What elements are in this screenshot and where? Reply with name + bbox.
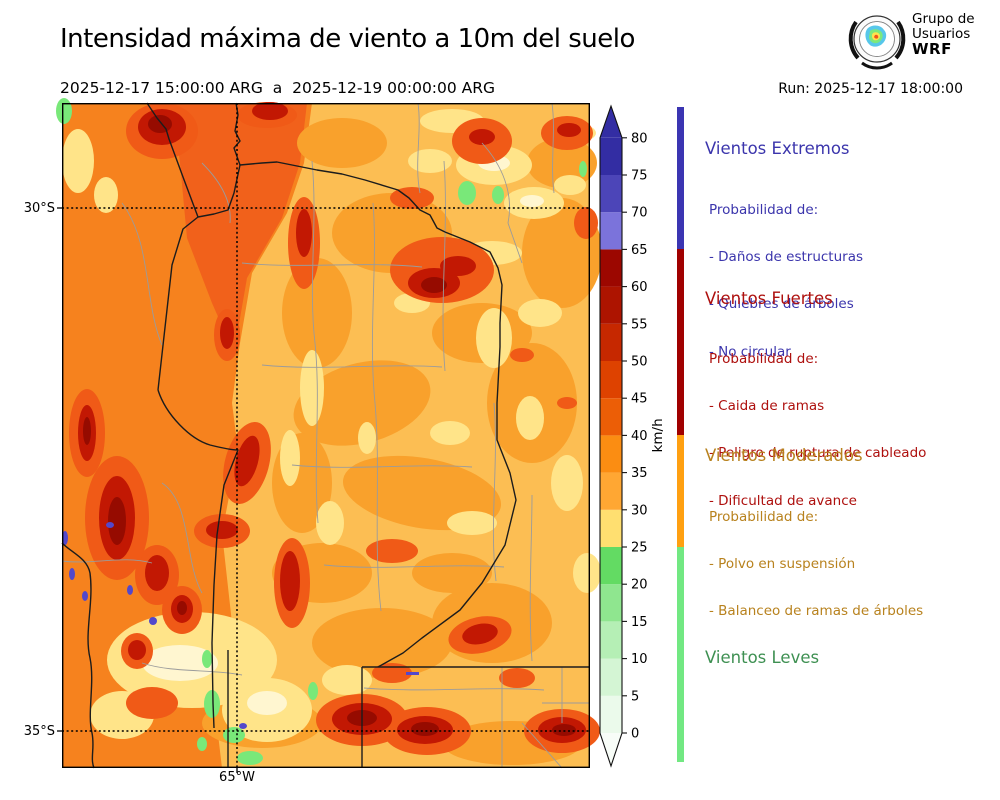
colorbar-tick-label: 15 <box>631 615 648 630</box>
legend-title-extremos: Vientos Extremos <box>705 139 850 158</box>
colorbar-tick-label: 45 <box>631 392 648 407</box>
logo-radar-blob-red <box>874 34 879 39</box>
colorbar-tick-label: 75 <box>631 169 648 184</box>
legend-item: Probabilidad de: <box>709 508 819 525</box>
legend-item: - Dificultad de avance <box>709 492 857 509</box>
wind-field-wash <box>62 103 312 768</box>
page-title: Intensidad máxima de viento a 10m del su… <box>60 24 635 54</box>
lat-tick-30s: 30°S <box>23 201 55 216</box>
axis-ticks <box>57 207 238 773</box>
wrf-users-group-logo: Grupo de Usuarios WRF <box>846 6 996 72</box>
colorbar-segment <box>600 212 622 250</box>
legend-item: - Daños de estructuras <box>709 248 864 265</box>
legend-title-leves: Vientos Leves <box>705 648 820 667</box>
legend-item: - Caida de ramas <box>709 397 825 414</box>
colorbar-arrow-top <box>600 106 622 138</box>
colorbar-tick-label: 70 <box>631 206 648 221</box>
colorbar-segment <box>600 584 622 622</box>
legend-items-fuertes: Probabilidad de: - Caida de ramas - Peli… <box>709 320 926 525</box>
colorbar-segment <box>600 398 622 436</box>
province-borders <box>61 102 590 769</box>
logo-line-wrf: WRF <box>912 40 952 58</box>
colorbar-tick-label: 40 <box>631 429 648 444</box>
wind-field-calm <box>142 155 544 715</box>
department-borders <box>61 102 590 769</box>
legend-items-moderados: Probabilidad de: - Polvo en suspensión -… <box>709 478 923 636</box>
logo-text: Grupo de Usuarios WRF <box>912 12 975 57</box>
colorbar-segment <box>600 435 622 473</box>
lon-tick-65w: 65°W <box>219 770 255 785</box>
colorbar-segment <box>600 695 622 733</box>
colorbar-tick-label: 25 <box>631 541 648 556</box>
legend-bar-segment <box>677 435 684 547</box>
colorbar-tick-label: 60 <box>631 280 648 295</box>
legend-title-moderados: Vientos Moderados <box>705 446 863 465</box>
colorbar-segment <box>600 175 622 213</box>
colorbar-tick-label: 30 <box>631 503 648 518</box>
wind-field-light <box>62 109 601 742</box>
colorbar-tick-label: 55 <box>631 317 648 332</box>
legend-category-bar <box>677 0 684 800</box>
legend-bar-segment <box>677 249 684 436</box>
colorbar-unit-label: km/h <box>650 418 666 452</box>
colorbar-segment <box>600 286 622 324</box>
model-run-label: Run: 2025-12-17 18:00:00 <box>778 81 963 97</box>
legend-item: Probabilidad de: <box>709 350 819 367</box>
legend-item: - Peligro de ruptura de cableado <box>709 445 927 462</box>
logo-line-1: Grupo de <box>912 11 975 27</box>
colorbar-arrow-bottom <box>600 733 622 766</box>
map-frame <box>61 102 590 768</box>
colorbar-segment <box>600 509 622 547</box>
colorbar-tick-label: 0 <box>631 727 639 742</box>
colorbar-segment <box>600 249 622 287</box>
colorbar-tick-label: 65 <box>631 243 648 258</box>
legend-item: Probabilidad de: <box>709 201 819 218</box>
wind-field-leves-patches <box>56 98 587 765</box>
colorbar-segment <box>600 621 622 659</box>
wrf-logo-emblem <box>848 15 906 70</box>
legend-items-extremos: Probabilidad de: - Daños de estructuras … <box>709 171 863 376</box>
legend-item: - Balanceo de ramas de árboles <box>709 603 924 620</box>
wind-field-severe <box>78 102 586 744</box>
colorbar-tick-label: 20 <box>631 578 648 593</box>
colorbar-segment <box>600 323 622 361</box>
wind-map <box>56 98 602 773</box>
graticule-lines <box>62 103 590 768</box>
colorbar-tick-label: 50 <box>631 355 648 370</box>
legend-title-fuertes: Vientos Fuertes <box>705 289 833 308</box>
colorbar-segment <box>600 658 622 696</box>
colorbar-tick-label: 35 <box>631 466 648 481</box>
colorbar-tick-label: 5 <box>631 689 639 704</box>
logo-line-2: Usuarios <box>912 26 971 42</box>
wind-field-extremos-specks <box>62 522 419 729</box>
legend-bar-segment <box>677 107 684 250</box>
legend-bar-segment <box>677 547 684 762</box>
lat-tick-35s: 35°S <box>23 724 55 739</box>
wind-map-panel <box>56 98 602 773</box>
forecast-period-label: 2025-12-17 15:00:00 ARG a 2025-12-19 00:… <box>60 79 496 97</box>
colorbar-segment <box>600 547 622 585</box>
legend-item: - Polvo en suspensión <box>709 555 856 572</box>
legend-item: - Quiebres de árboles <box>709 296 854 313</box>
colorbar-segment <box>600 361 622 399</box>
legend-item: - No circular <box>709 343 791 360</box>
colorbar-segment <box>600 472 622 510</box>
colorbar-tick-label: 80 <box>631 131 648 146</box>
colorbar-segment <box>600 137 622 175</box>
colorbar-tick-label: 10 <box>631 652 648 667</box>
colorbar: 0 5 10 15 20 25 30 35 40 45 50 55 60 65 70 75 80 km/h <box>599 104 666 768</box>
